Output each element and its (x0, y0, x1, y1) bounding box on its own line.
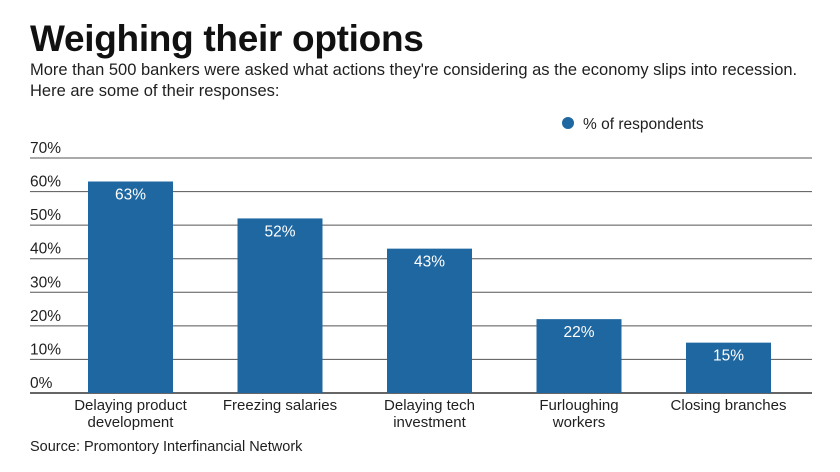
y-tick-label: 10% (30, 341, 61, 358)
data-label: 15% (713, 348, 744, 365)
bar (237, 218, 323, 393)
source-note: Source: Promontory Interfinancial Networ… (30, 439, 303, 455)
category-label: Freezing salaries (223, 397, 337, 414)
data-labels: 63% 52% 43% 22% 15% (115, 187, 744, 365)
y-tick-label: 60% (30, 174, 61, 191)
y-axis-ticks: 0% 10% 20% 30% 40% 50% 60% 70% (30, 140, 61, 392)
bar (686, 342, 771, 393)
data-label: 63% (115, 187, 146, 204)
y-tick-label: 0% (30, 375, 53, 392)
category-label: Closing branches (671, 397, 787, 414)
data-label: 22% (563, 324, 594, 341)
bar (387, 248, 472, 393)
category-label: Delaying tech investment (384, 397, 475, 431)
y-tick-label: 20% (30, 308, 61, 325)
legend: % of respondents (562, 116, 704, 133)
category-labels: Delaying product development Freezing sala… (74, 397, 786, 431)
legend-label: % of respondents (583, 116, 704, 133)
y-tick-label: 70% (30, 140, 61, 157)
bars (88, 181, 771, 393)
y-tick-label: 30% (30, 274, 61, 291)
category-label: Furloughing workers (539, 397, 618, 431)
chart-subtitle: More than 500 bankers were asked what ac… (30, 61, 798, 100)
y-tick-label: 50% (30, 207, 61, 224)
bar (88, 181, 173, 393)
chart-title: Weighing their options (30, 18, 424, 59)
data-label: 52% (264, 223, 295, 240)
bar (536, 319, 622, 393)
legend-marker (562, 117, 574, 129)
category-label: Delaying product development (74, 397, 187, 431)
y-tick-label: 40% (30, 241, 61, 258)
data-label: 43% (414, 254, 445, 271)
